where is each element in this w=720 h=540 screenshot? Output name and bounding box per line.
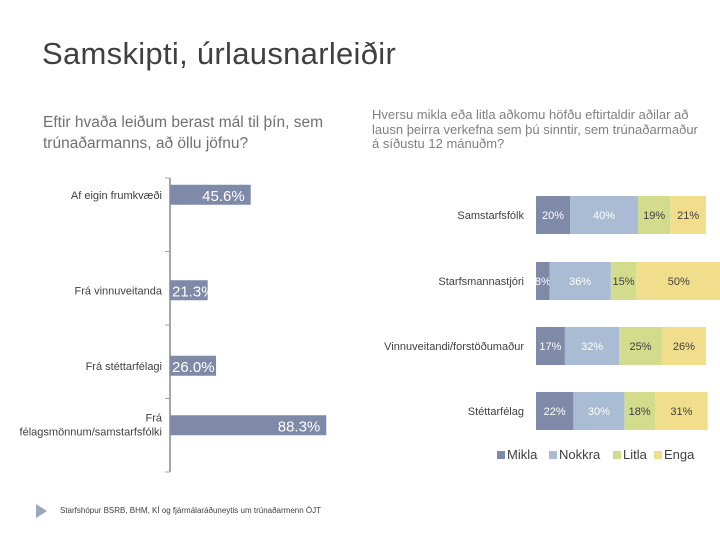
legend-label: Enga xyxy=(664,447,695,462)
left-category-label: Frá félagsmönnum/samstarfsfólki xyxy=(20,412,163,438)
question-left: Eftir hvaða leiðum berast mál til þín, s… xyxy=(43,114,323,152)
legend-label: Nokkra xyxy=(559,447,601,462)
right-bar-segment xyxy=(573,392,625,430)
right-bar-segment xyxy=(610,262,637,300)
legend-swatch xyxy=(654,451,662,459)
right-segment-value-label: 36% xyxy=(569,276,591,288)
right-segment-value-label: 26% xyxy=(673,341,695,353)
right-segment-value-label: 40% xyxy=(593,210,615,222)
right-bar-segment xyxy=(570,196,638,234)
right-category-label: Stéttarfélag xyxy=(468,406,524,418)
footer-arrow-icon xyxy=(36,504,47,518)
slide-title: Samskipti, úrlausnarleiðir xyxy=(42,36,397,71)
left-bar xyxy=(170,184,251,205)
left-bar-value-label: 88.3% xyxy=(278,418,321,435)
right-bar-segment xyxy=(564,327,620,365)
right-segment-value-label: 21% xyxy=(677,210,699,222)
right-segment-value-label: 25% xyxy=(630,341,652,353)
right-segment-value-label: 50% xyxy=(668,276,690,288)
legend-label: Litla xyxy=(623,447,648,462)
left-bar-value-label: 45.6% xyxy=(202,188,245,205)
right-category-label: Starfsmannastjóri xyxy=(438,276,524,288)
right-segment-value-label: 22% xyxy=(544,406,566,418)
question-right: Hversu mikla eða litla aðkomu höfðu efti… xyxy=(372,107,698,151)
right-bar-segment xyxy=(624,392,655,430)
legend-label: Mikla xyxy=(507,447,538,462)
right-bar-segment xyxy=(536,196,570,234)
legend-swatch xyxy=(613,451,621,459)
right-bar-segment xyxy=(536,392,574,430)
right-segment-value-label: 19% xyxy=(643,210,665,222)
right-segment-value-label: 20% xyxy=(542,210,564,222)
right-bar-segment xyxy=(619,327,662,365)
legend-swatch xyxy=(497,451,505,459)
right-bar-segment xyxy=(536,262,550,300)
right-category-label: Samstarfsfólk xyxy=(457,210,524,222)
right-segment-value-label: 15% xyxy=(613,276,635,288)
footer-source: Starfshópur BSRB, BHM, KÍ og fjármálaráð… xyxy=(60,506,321,515)
left-bar-value-label: 26.0% xyxy=(172,359,215,376)
left-category-label: Frá stéttarfélagi xyxy=(86,361,162,373)
right-category-label: Vinnuveitandi/forstöðumaður xyxy=(384,341,524,353)
right-segment-value-label: 18% xyxy=(629,406,651,418)
right-segment-value-label: 8% xyxy=(535,276,551,288)
right-bar-segment xyxy=(536,327,565,365)
left-bar xyxy=(170,280,208,301)
left-category-label: Frá vinnuveitanda xyxy=(75,285,163,297)
left-category-label: Af eigin frumkvæði xyxy=(71,190,162,202)
legend-swatch xyxy=(549,451,557,459)
right-segment-value-label: 17% xyxy=(539,341,561,353)
right-bar-segment xyxy=(670,196,706,234)
right-segment-value-label: 30% xyxy=(588,406,610,418)
right-bar-segment xyxy=(661,327,706,365)
right-bar-segment xyxy=(638,196,671,234)
right-bar-segment xyxy=(636,262,720,300)
left-bar xyxy=(170,355,217,376)
right-bar-segment xyxy=(549,262,611,300)
right-segment-value-label: 32% xyxy=(581,341,603,353)
left-bar-value-label: 21.3% xyxy=(172,283,215,300)
right-bar-segment xyxy=(655,392,708,430)
right-segment-value-label: 31% xyxy=(670,406,692,418)
left-bar xyxy=(170,415,327,436)
